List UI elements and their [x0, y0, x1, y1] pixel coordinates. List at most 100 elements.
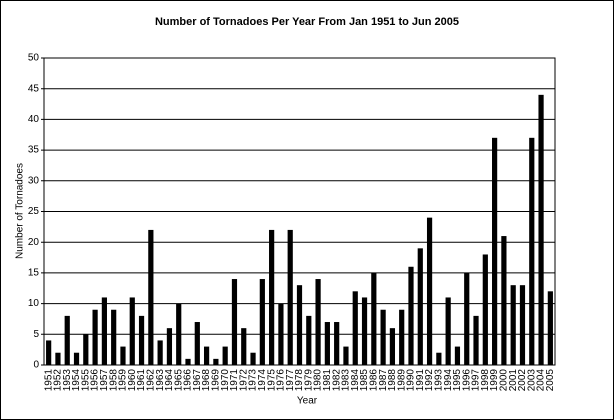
x-tick-label: 1984	[350, 369, 361, 392]
bar	[120, 346, 126, 365]
x-tick-label: 1987	[378, 369, 389, 392]
y-tick-label: 30	[28, 175, 40, 186]
bar	[213, 358, 219, 365]
y-tick-label: 45	[28, 83, 40, 94]
bar	[269, 229, 275, 365]
x-tick-label: 2002	[517, 369, 528, 392]
bar	[83, 334, 89, 365]
x-tick-label: 1968	[201, 369, 212, 392]
x-tick-label: 1975	[266, 369, 277, 392]
x-tick-label: 1956	[90, 369, 101, 392]
chart-title: Number of Tornadoes Per Year From Jan 19…	[155, 16, 459, 28]
x-tick-label: 2004	[536, 369, 547, 392]
bar	[306, 315, 312, 365]
bar	[185, 358, 191, 365]
bar	[408, 266, 414, 365]
bar	[482, 254, 488, 365]
x-tick-label: 1988	[387, 369, 398, 392]
x-tick-label: 1982	[331, 369, 342, 392]
bar	[352, 291, 358, 365]
x-tick-label: 1996	[461, 369, 472, 392]
bar	[436, 352, 442, 365]
x-tick-label: 1999	[489, 369, 500, 392]
x-tick-label: 1990	[406, 369, 417, 392]
bar	[492, 137, 498, 365]
x-tick-label: 1994	[443, 369, 454, 392]
x-tick-label: 1964	[164, 369, 175, 392]
x-tick-label: 1954	[71, 369, 82, 392]
y-tick-label: 10	[28, 298, 40, 309]
x-tick-label: 1952	[53, 369, 64, 392]
x-tick-label: 2000	[499, 369, 510, 392]
bar	[148, 229, 154, 365]
x-tick-label: 1955	[80, 369, 91, 392]
x-tick-label: 1953	[62, 369, 73, 392]
x-tick-label: 1966	[183, 369, 194, 392]
bar	[222, 346, 228, 365]
x-tick-label: 1974	[257, 369, 268, 392]
y-tick-label: 25	[28, 206, 40, 217]
bar	[417, 248, 423, 365]
y-tick-label: 40	[28, 114, 40, 125]
bar	[92, 309, 98, 365]
bar	[111, 309, 117, 365]
y-tick-label: 0	[33, 360, 39, 371]
bar	[519, 285, 526, 365]
bar	[166, 328, 173, 365]
bar	[334, 322, 340, 365]
x-tick-label: 2003	[526, 369, 537, 392]
bar	[176, 303, 182, 365]
x-tick-label: 1998	[480, 369, 491, 392]
bar	[101, 297, 107, 365]
bar	[529, 137, 535, 365]
x-tick-label: 1967	[192, 369, 203, 392]
bar	[324, 322, 330, 365]
bar	[278, 303, 284, 365]
x-tick-label: 1970	[220, 369, 231, 392]
bar	[46, 340, 52, 365]
bar	[64, 315, 70, 365]
x-tick-label: 1958	[108, 369, 119, 392]
y-axis-label: Number of Tornadoes	[15, 163, 26, 259]
x-tick-label: 1979	[303, 369, 314, 392]
y-tick-label: 35	[28, 145, 40, 156]
bar	[389, 328, 396, 365]
bar	[547, 291, 553, 365]
x-tick-label: 2005	[545, 369, 556, 392]
x-tick-label: 1992	[424, 369, 435, 392]
bar	[241, 328, 247, 365]
bar	[501, 236, 507, 365]
y-tick-label: 15	[28, 268, 40, 279]
bar	[138, 315, 145, 365]
bar	[399, 309, 405, 365]
x-tick-label: 1981	[322, 369, 333, 392]
bar	[510, 285, 516, 365]
x-tick-label: 1957	[99, 369, 110, 392]
y-tick-label: 5	[33, 329, 39, 340]
x-tick-label: 1985	[359, 369, 370, 392]
x-tick-label: 1980	[313, 369, 324, 392]
bar	[296, 285, 303, 365]
x-tick-label: 1993	[434, 369, 445, 392]
x-tick-label: 1972	[238, 369, 249, 392]
y-tick-label: 50	[28, 53, 40, 64]
x-tick-label: 1977	[285, 369, 296, 392]
bar	[343, 346, 349, 365]
x-tick-label: 1963	[155, 369, 166, 392]
bar	[371, 272, 377, 365]
x-tick-label: 1961	[136, 369, 147, 392]
bar	[203, 346, 210, 365]
bar	[129, 297, 135, 365]
bar	[194, 322, 200, 365]
x-tick-label: 1965	[173, 369, 184, 392]
x-tick-label: 1989	[396, 369, 407, 392]
bar	[157, 340, 163, 365]
bar	[231, 279, 238, 365]
x-tick-label: 1983	[341, 369, 352, 392]
x-tick-label: 1991	[415, 369, 426, 392]
x-tick-label: 1971	[229, 369, 240, 392]
y-tick-label: 20	[28, 237, 40, 248]
bar	[361, 297, 368, 365]
x-tick-label: 1951	[43, 369, 54, 392]
